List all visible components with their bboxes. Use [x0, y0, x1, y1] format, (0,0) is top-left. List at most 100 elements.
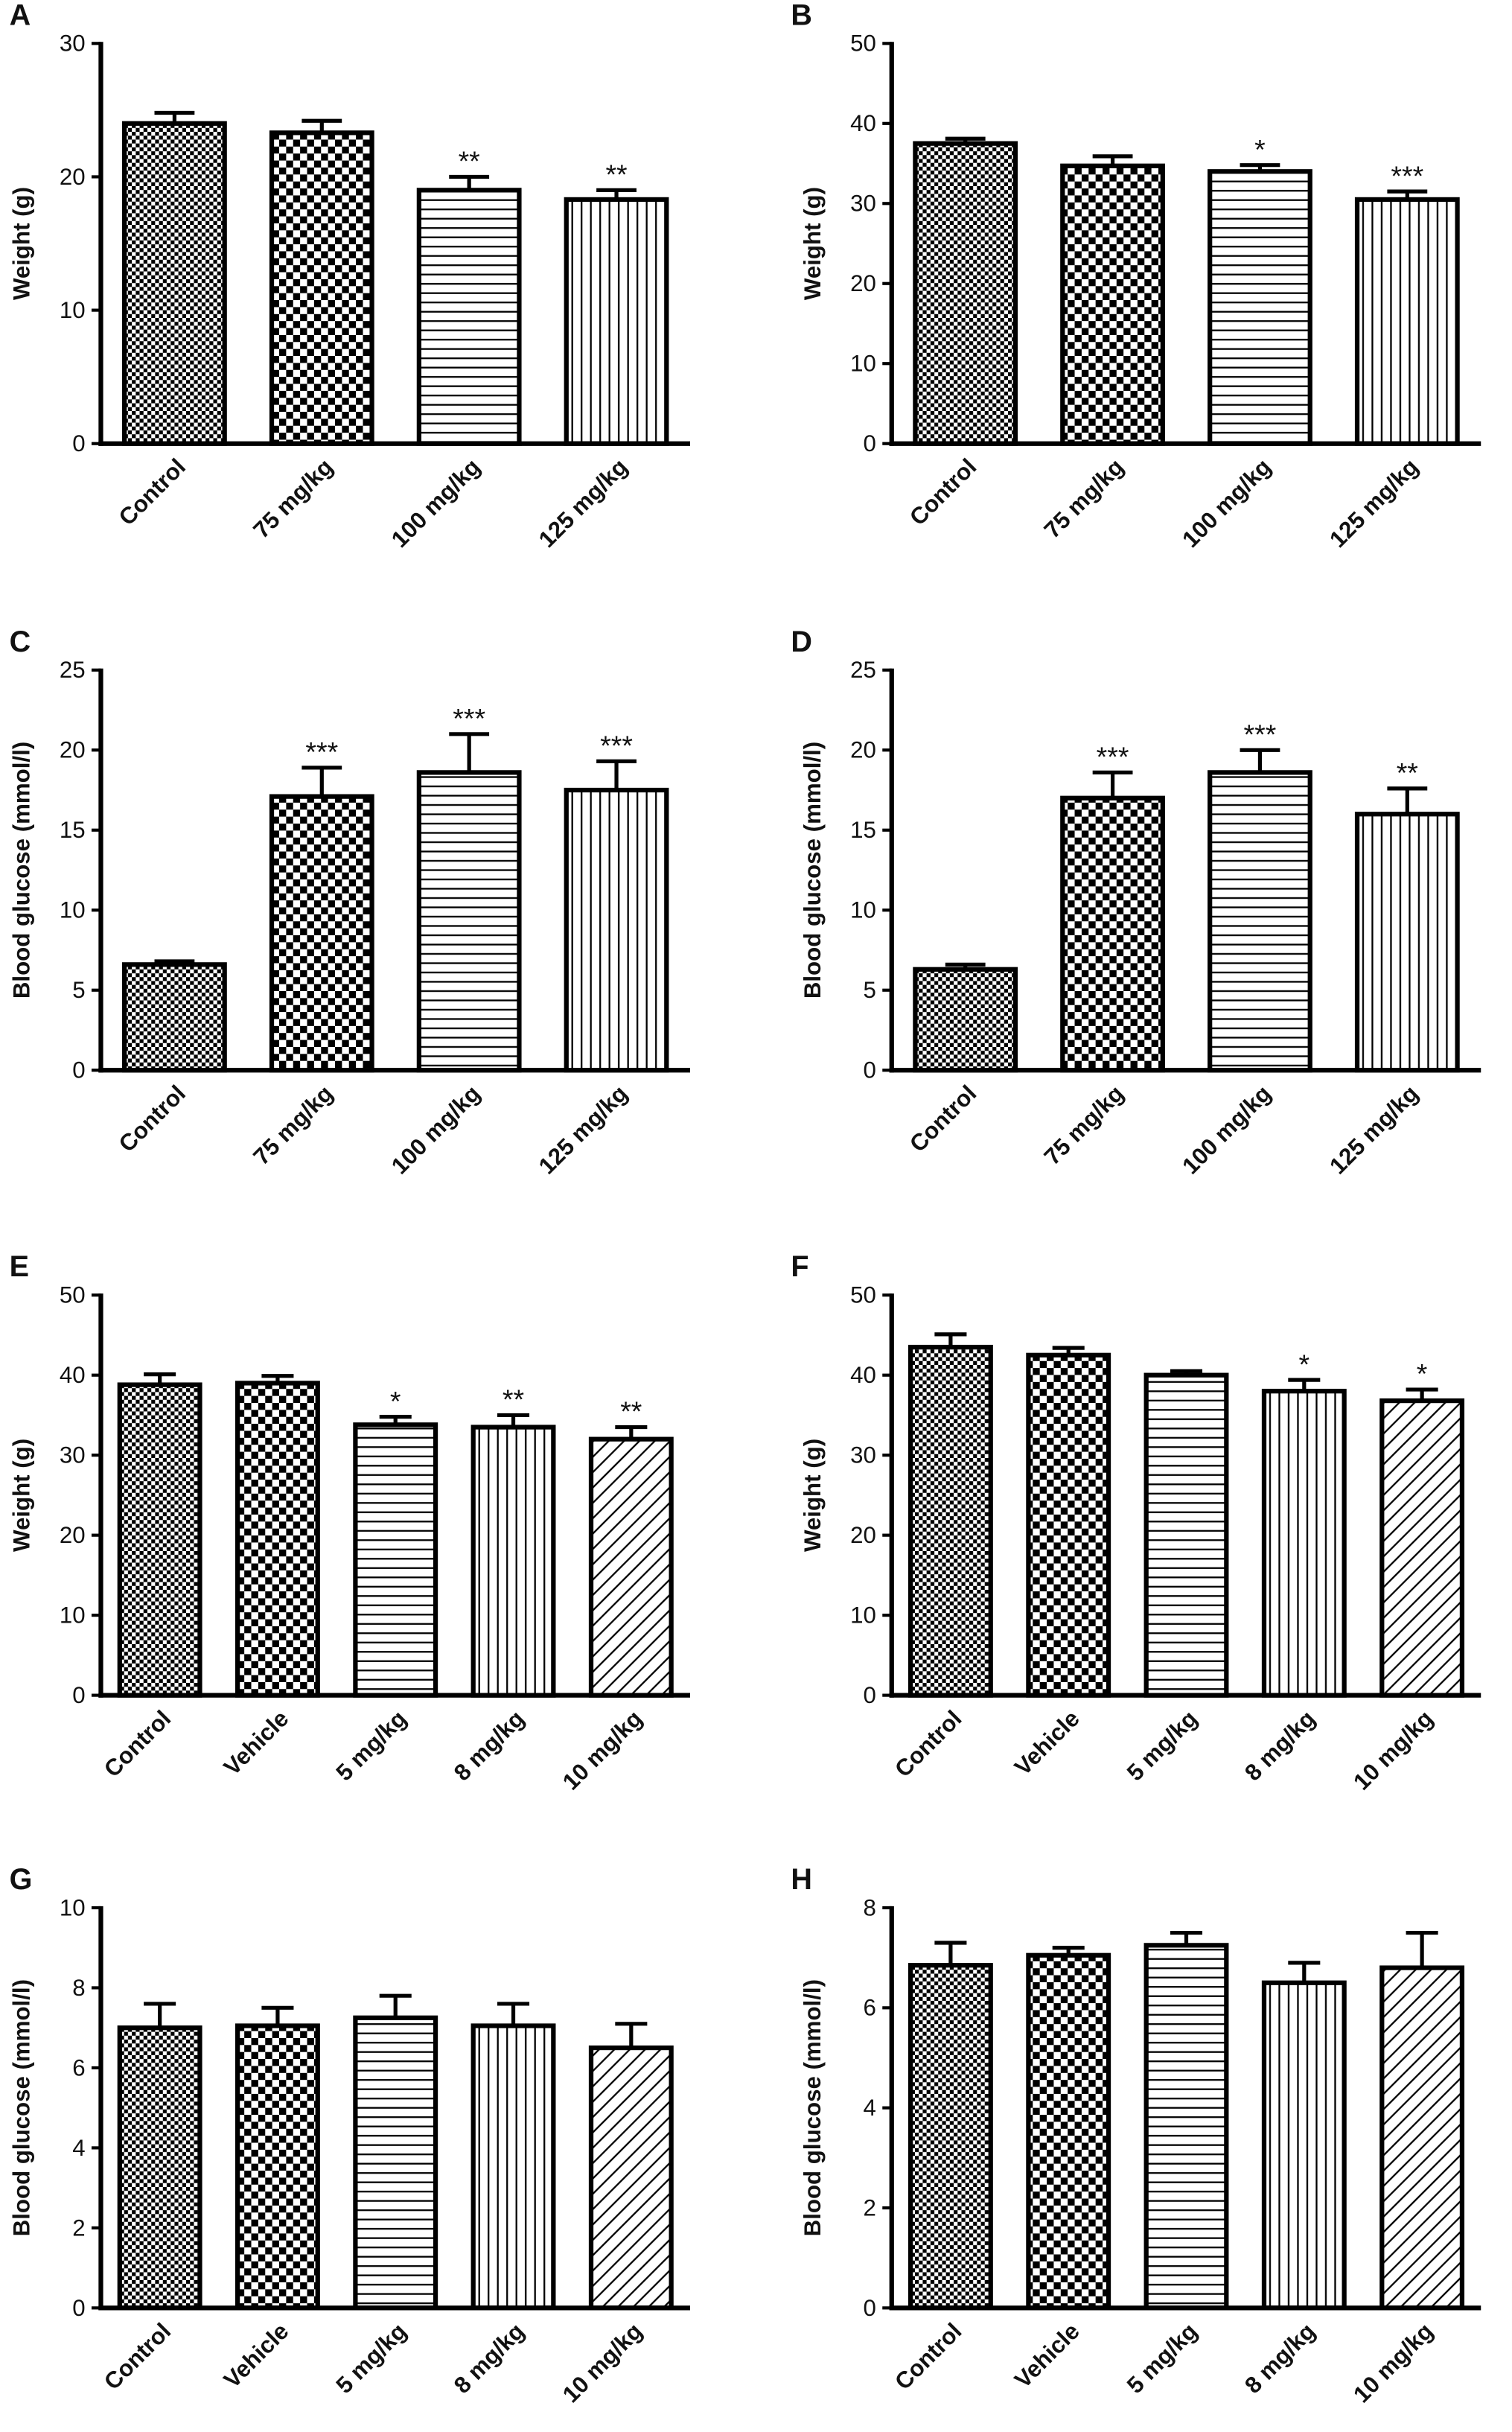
x-tick-label: 125 mg/kg — [1324, 1080, 1423, 1180]
bar — [1208, 169, 1312, 446]
bar — [1143, 1372, 1229, 1698]
y-tick-label: 0 — [864, 430, 876, 456]
y-axis-label: Blood glucose (mmol/l) — [800, 1979, 826, 2236]
bar — [564, 197, 669, 446]
y-tick-label: 2 — [72, 2215, 85, 2241]
x-tick-label: 125 mg/kg — [1324, 453, 1423, 553]
panel-letter: H — [791, 1863, 812, 1896]
bar — [235, 1381, 320, 1698]
x-tick-label: Control — [890, 2318, 966, 2395]
bar — [1208, 770, 1312, 1073]
significance: ** — [459, 145, 480, 176]
x-tick-label: 5 mg/kg — [331, 1705, 412, 1786]
significance: ** — [620, 1395, 642, 1427]
y-tick-label: 4 — [864, 2095, 876, 2121]
x-tick-label: 75 mg/kg — [248, 453, 337, 543]
significance: * — [1254, 133, 1266, 165]
bar — [122, 962, 227, 1073]
x-tick-label: Vehicle — [1009, 2318, 1085, 2393]
y-axis-label: Blood glucose (mmol/l) — [800, 742, 826, 999]
significance: *** — [1097, 741, 1129, 772]
y-tick-label: 25 — [60, 657, 86, 683]
bar — [353, 1422, 438, 1698]
y-axis-label: Weight (g) — [9, 187, 35, 300]
x-tick-label: Vehicle — [1009, 1705, 1085, 1780]
y-tick-label: 10 — [60, 297, 86, 323]
significance: *** — [305, 736, 338, 768]
y-tick-label: 0 — [864, 1682, 876, 1708]
y-tick-label: 0 — [72, 430, 85, 456]
x-tick-label: 100 mg/kg — [1177, 1080, 1276, 1180]
y-tick-label: 50 — [850, 1282, 876, 1308]
bar — [353, 2015, 438, 2311]
significance: ** — [503, 1384, 524, 1415]
y-tick-label: 0 — [72, 1682, 85, 1708]
x-tick-label: 125 mg/kg — [534, 453, 633, 553]
y-tick-label: 30 — [850, 191, 876, 217]
bar — [470, 1424, 556, 1698]
y-axis-label: Weight (g) — [800, 187, 826, 300]
significance: *** — [1244, 719, 1277, 750]
bar — [588, 1436, 674, 1698]
panel-letter: A — [10, 0, 31, 31]
bar — [913, 967, 1018, 1073]
bar — [907, 1963, 993, 2311]
y-tick-label: 6 — [72, 2054, 85, 2081]
panel-letter: B — [791, 0, 812, 31]
bar — [1060, 163, 1165, 446]
significance: * — [1417, 1358, 1428, 1390]
y-tick-label: 30 — [850, 1442, 876, 1468]
x-tick-label: Control — [114, 1080, 191, 1157]
y-tick-label: 6 — [864, 1995, 876, 2021]
bar — [1354, 197, 1460, 446]
bar — [1060, 795, 1165, 1073]
x-tick-label: 75 mg/kg — [248, 1080, 337, 1170]
x-tick-label: 75 mg/kg — [1039, 453, 1129, 543]
y-tick-label: 30 — [60, 31, 86, 57]
y-tick-label: 10 — [60, 897, 86, 923]
x-tick-label: Vehicle — [219, 1705, 294, 1780]
y-tick-label: 20 — [60, 737, 86, 763]
y-tick-label: 20 — [850, 1522, 876, 1548]
x-tick-label: 5 mg/kg — [1122, 2318, 1202, 2398]
y-tick-label: 20 — [850, 270, 876, 296]
bar — [907, 1344, 993, 1698]
significance: * — [390, 1385, 401, 1416]
y-tick-label: 0 — [72, 1057, 85, 1083]
bar — [235, 2023, 320, 2311]
y-tick-label: 25 — [850, 657, 876, 683]
bar — [470, 2023, 556, 2311]
y-tick-label: 15 — [850, 817, 876, 843]
x-tick-label: 10 mg/kg — [1348, 2318, 1438, 2407]
x-tick-label: 75 mg/kg — [1039, 1080, 1129, 1170]
panel-letter: E — [10, 1250, 29, 1283]
x-tick-label: 8 mg/kg — [449, 1705, 529, 1786]
y-tick-label: 40 — [850, 1362, 876, 1388]
y-axis-label: Weight (g) — [800, 1439, 826, 1552]
x-tick-label: 100 mg/kg — [386, 453, 485, 553]
y-tick-label: 10 — [60, 1894, 86, 1920]
y-tick-label: 40 — [60, 1362, 86, 1388]
x-tick-label: Control — [99, 2318, 176, 2395]
bar — [416, 188, 522, 446]
x-tick-label: 100 mg/kg — [386, 1080, 485, 1180]
bar — [1261, 1980, 1347, 2311]
significance: *** — [453, 702, 485, 733]
bar — [913, 141, 1018, 446]
significance: *** — [1391, 160, 1423, 191]
bar — [1026, 1952, 1111, 2311]
y-axis-label: Blood glucose (mmol/l) — [9, 1979, 35, 2236]
y-tick-label: 8 — [72, 1975, 85, 2001]
panel-letter: G — [10, 1863, 33, 1896]
bar — [1143, 1943, 1229, 2311]
x-tick-label: 5 mg/kg — [1122, 1705, 1202, 1786]
x-tick-label: 8 mg/kg — [1240, 2318, 1320, 2398]
bar — [1354, 812, 1460, 1073]
y-tick-label: 15 — [60, 817, 86, 843]
bar — [1026, 1352, 1111, 1698]
panel-letter: F — [791, 1250, 808, 1283]
y-tick-label: 0 — [72, 2295, 85, 2321]
x-tick-label: 10 mg/kg — [1348, 1705, 1438, 1795]
